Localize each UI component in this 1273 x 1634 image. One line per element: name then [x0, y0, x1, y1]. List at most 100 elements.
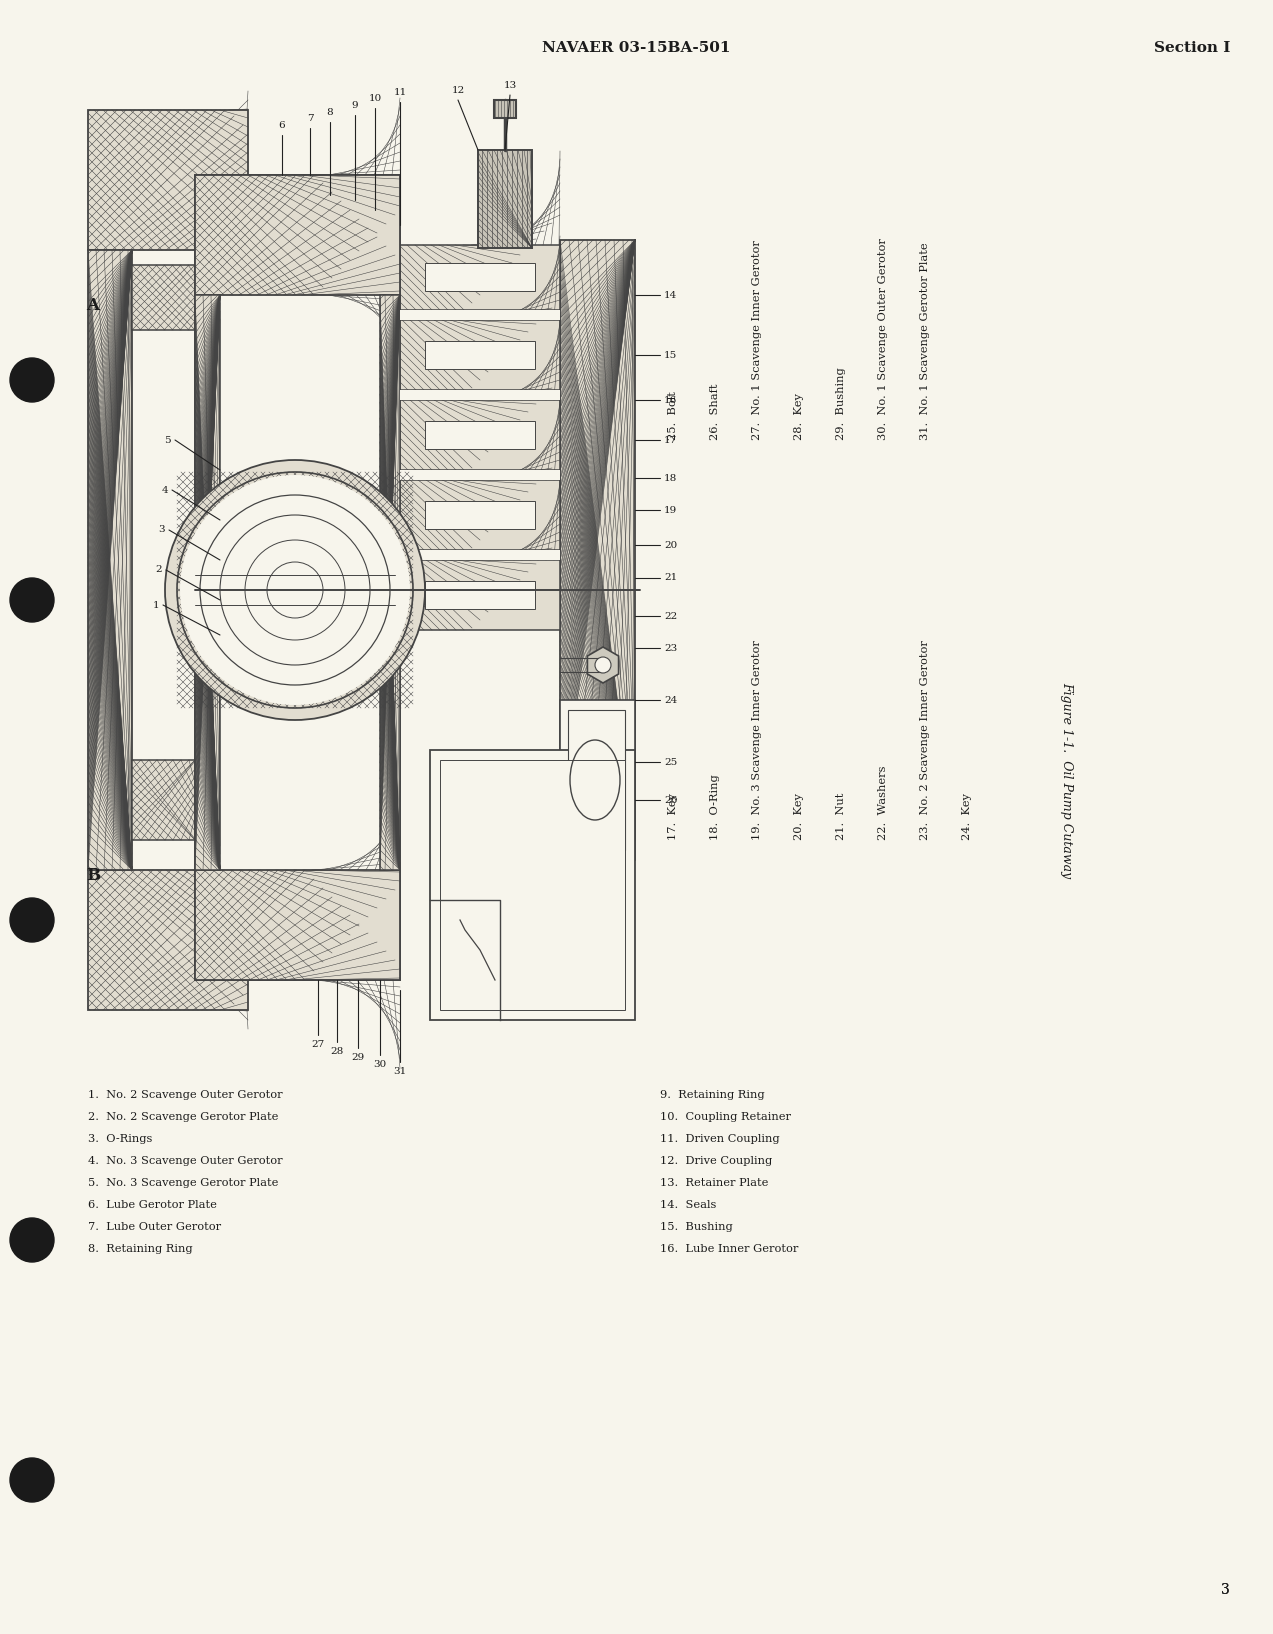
Text: 2.  No. 2 Scavenge Gerotor Plate: 2. No. 2 Scavenge Gerotor Plate [88, 1113, 279, 1123]
Circle shape [10, 1217, 53, 1261]
Text: 5.  No. 3 Scavenge Gerotor Plate: 5. No. 3 Scavenge Gerotor Plate [88, 1178, 279, 1188]
Text: 3: 3 [1221, 1583, 1230, 1596]
Polygon shape [400, 400, 560, 471]
Polygon shape [425, 422, 535, 449]
Text: 28: 28 [331, 1047, 344, 1056]
Text: 3: 3 [1221, 1583, 1230, 1596]
Text: 29.  Bushing: 29. Bushing [836, 368, 847, 440]
Polygon shape [425, 582, 535, 609]
Polygon shape [88, 109, 248, 250]
Text: 11.  Driven Coupling: 11. Driven Coupling [659, 1134, 779, 1144]
Text: 6: 6 [279, 121, 285, 131]
Polygon shape [400, 471, 560, 480]
Text: 26: 26 [665, 796, 677, 804]
Polygon shape [430, 750, 635, 1020]
Text: 16.  Lube Inner Gerotor: 16. Lube Inner Gerotor [659, 1243, 798, 1253]
Text: 23: 23 [665, 644, 677, 652]
Polygon shape [494, 100, 516, 118]
Polygon shape [400, 245, 560, 310]
Circle shape [10, 358, 53, 402]
Text: 21.  Nut: 21. Nut [836, 792, 847, 840]
Text: B: B [87, 866, 101, 884]
Polygon shape [400, 480, 560, 551]
Text: 10.  Coupling Retainer: 10. Coupling Retainer [659, 1113, 791, 1123]
Polygon shape [400, 320, 560, 391]
Polygon shape [85, 95, 640, 1060]
Text: 30.  No. 1 Scavenge Outer Gerotor: 30. No. 1 Scavenge Outer Gerotor [878, 239, 889, 440]
Polygon shape [195, 175, 400, 980]
Text: 18: 18 [665, 474, 677, 482]
Text: 27.  No. 1 Scavenge Inner Gerotor: 27. No. 1 Scavenge Inner Gerotor [752, 240, 763, 440]
Text: Figure 1-1.  Oil Pump Cutaway: Figure 1-1. Oil Pump Cutaway [1060, 681, 1073, 877]
Polygon shape [425, 263, 535, 291]
Text: 14.  Seals: 14. Seals [659, 1199, 717, 1211]
Polygon shape [132, 760, 195, 840]
Text: 25: 25 [665, 758, 677, 766]
Text: 16: 16 [665, 395, 677, 405]
Text: 15: 15 [665, 351, 677, 359]
Polygon shape [440, 760, 625, 1010]
Text: 15.  Bushing: 15. Bushing [659, 1222, 733, 1232]
Text: 2: 2 [155, 565, 162, 575]
Text: 19.  No. 3 Scavenge Inner Gerotor: 19. No. 3 Scavenge Inner Gerotor [752, 641, 763, 840]
Circle shape [177, 472, 412, 708]
Polygon shape [195, 296, 220, 869]
Text: 17: 17 [665, 436, 677, 444]
Text: 22.  Washers: 22. Washers [878, 765, 889, 840]
Text: 14: 14 [665, 291, 677, 299]
Polygon shape [400, 551, 560, 560]
Polygon shape [587, 647, 619, 683]
Polygon shape [88, 250, 132, 869]
Text: A: A [87, 296, 99, 314]
Text: 8.  Retaining Ring: 8. Retaining Ring [88, 1243, 192, 1253]
Text: 30: 30 [373, 1060, 387, 1069]
Text: 19: 19 [665, 505, 677, 515]
Text: 7: 7 [307, 114, 313, 123]
Text: 13.  Retainer Plate: 13. Retainer Plate [659, 1178, 769, 1188]
Text: 1.  No. 2 Scavenge Outer Gerotor: 1. No. 2 Scavenge Outer Gerotor [88, 1090, 283, 1100]
Text: Section I: Section I [1153, 41, 1230, 56]
Text: 31: 31 [393, 1067, 406, 1077]
Polygon shape [132, 265, 195, 330]
Text: 9: 9 [351, 101, 358, 109]
Text: 20: 20 [665, 541, 677, 549]
Text: 12: 12 [452, 87, 465, 95]
Polygon shape [560, 699, 635, 859]
Circle shape [594, 657, 611, 673]
Circle shape [165, 461, 425, 721]
Text: 29: 29 [351, 1052, 364, 1062]
Text: 3.  O-Rings: 3. O-Rings [88, 1134, 153, 1144]
Circle shape [10, 899, 53, 941]
Text: 20.  Key: 20. Key [794, 792, 805, 840]
Polygon shape [88, 869, 248, 1010]
Polygon shape [210, 289, 390, 869]
Text: NAVAER 03-15BA-501: NAVAER 03-15BA-501 [542, 41, 731, 56]
Polygon shape [400, 391, 560, 400]
Text: 31.  No. 1 Scavenge Gerotor Plate: 31. No. 1 Scavenge Gerotor Plate [920, 242, 931, 440]
Text: 12.  Drive Coupling: 12. Drive Coupling [659, 1155, 773, 1167]
Polygon shape [195, 869, 400, 980]
Polygon shape [425, 342, 535, 369]
Circle shape [10, 578, 53, 623]
Text: 28.  Key: 28. Key [794, 394, 805, 440]
Polygon shape [400, 560, 560, 631]
Text: 26.  Shaft: 26. Shaft [710, 384, 721, 440]
Polygon shape [560, 240, 635, 840]
Circle shape [179, 475, 410, 704]
Text: 27: 27 [312, 1039, 325, 1049]
Text: 25.  Bolt: 25. Bolt [668, 391, 679, 440]
Text: 18.  O-Ring: 18. O-Ring [710, 775, 721, 840]
Text: 7.  Lube Outer Gerotor: 7. Lube Outer Gerotor [88, 1222, 222, 1232]
Text: 8: 8 [327, 108, 334, 118]
Text: 22: 22 [665, 611, 677, 621]
Text: 9.  Retaining Ring: 9. Retaining Ring [659, 1090, 765, 1100]
Polygon shape [568, 711, 625, 850]
Text: 24: 24 [665, 696, 677, 704]
Text: 4.  No. 3 Scavenge Outer Gerotor: 4. No. 3 Scavenge Outer Gerotor [88, 1155, 283, 1167]
Text: 23.  No. 2 Scavenge Inner Gerotor: 23. No. 2 Scavenge Inner Gerotor [920, 641, 931, 840]
Polygon shape [195, 175, 400, 296]
Text: 6.  Lube Gerotor Plate: 6. Lube Gerotor Plate [88, 1199, 216, 1211]
Text: 3: 3 [158, 526, 165, 534]
Text: 24.  Key: 24. Key [962, 792, 973, 840]
Text: 21: 21 [665, 574, 677, 582]
